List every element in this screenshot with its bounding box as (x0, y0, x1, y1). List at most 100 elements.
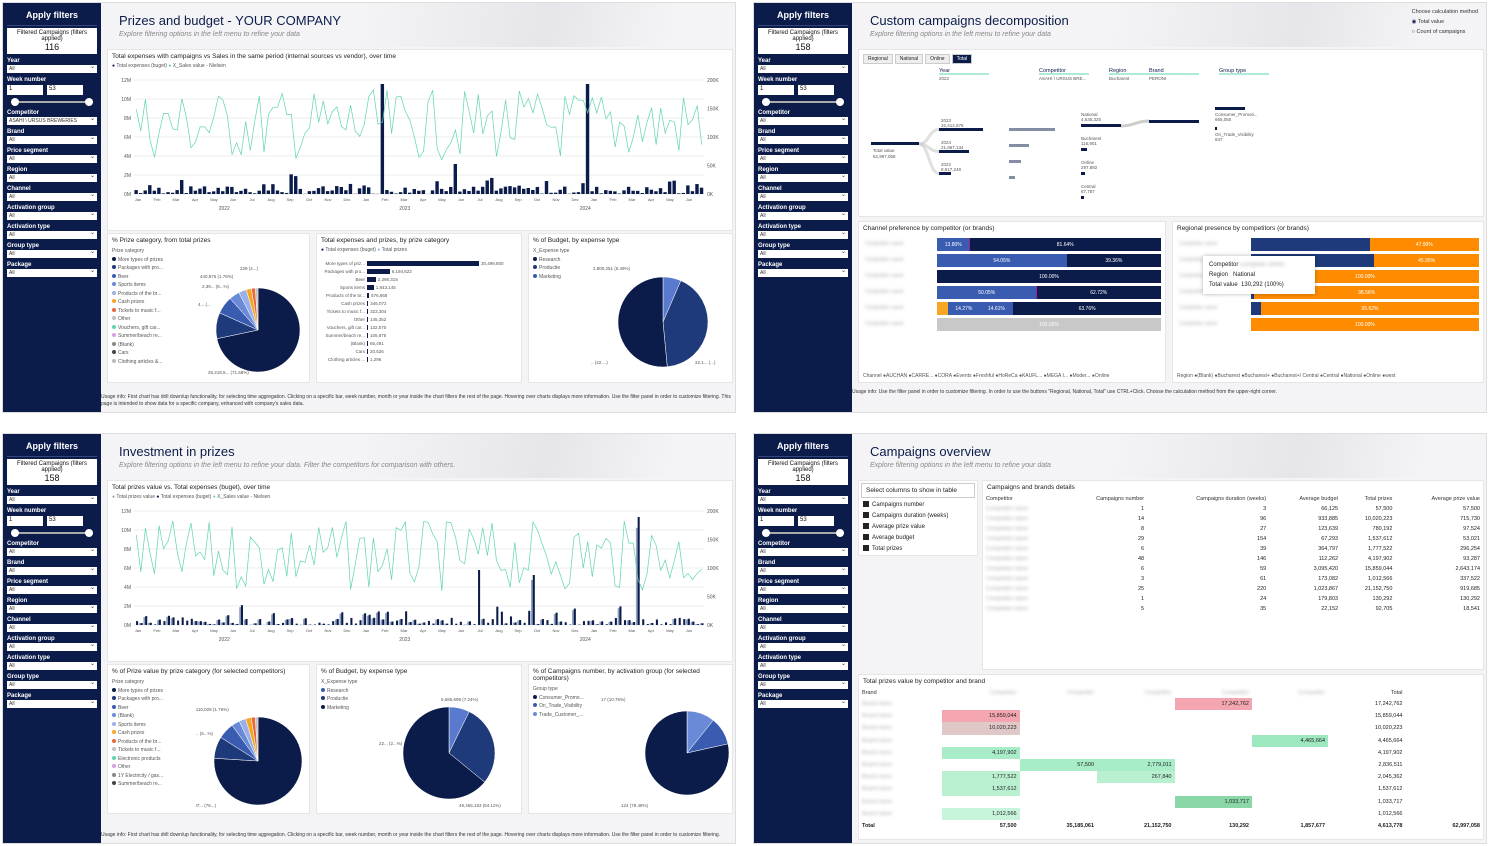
table-row[interactable]: Competitor name 48 146 112,262 4,197,902 93,2… (983, 554, 1483, 564)
bar-row[interactable]: Other 145,352 (317, 315, 521, 323)
bar-row[interactable]: Clothing articles ... 1,296 (317, 355, 521, 363)
brand-select[interactable]: All (7, 134, 97, 144)
legend-item[interactable]: 1Y Electricity / gas... (108, 772, 309, 781)
heatmap-row[interactable]: Brand name 57,500 2,779,011 2,836,511 (859, 758, 1483, 772)
legend-item[interactable]: Vouchers, gift car... (108, 324, 309, 333)
brand-select[interactable]: All (758, 134, 848, 144)
bar[interactable] (367, 276, 376, 282)
heatmap-col-header[interactable]: Competitor (1144, 690, 1172, 696)
legend-item[interactable]: Packages with pro... (108, 695, 309, 704)
bar[interactable] (367, 300, 369, 306)
prizes-heatmap-card[interactable]: Total prizes value by competitor and bra… (858, 674, 1484, 840)
bar-row[interactable]: Tickets to music f... 323,304 (317, 307, 521, 315)
stacked-segment[interactable] (937, 302, 949, 315)
legend-item[interactable]: Tickets to music f... (108, 746, 309, 755)
stacked-segment[interactable]: 81.64% (969, 238, 1161, 251)
table-row[interactable]: Competitor name 8 27 123,639 780,192 97,524 (983, 524, 1483, 534)
decomposition-tree[interactable]: Year 2022 Competitor ASAHI \ URSUS BRE... Re… (859, 66, 1484, 216)
group-type-select[interactable]: All (758, 679, 848, 689)
bar-row[interactable]: Summer/beach re... 105,875 (317, 331, 521, 339)
legend-item[interactable]: Beer (108, 704, 309, 713)
stacked-segment[interactable]: 95.62% (1260, 302, 1479, 315)
brand-select[interactable]: All (7, 565, 97, 575)
heatmap-row[interactable]: Brand name 17,242,762 17,242,762 (859, 698, 1483, 711)
year-select[interactable]: All (758, 63, 848, 73)
stacked-bar-row[interactable]: Competitor name 14.27% 14.61% 63.76% (865, 302, 1161, 315)
table-header[interactable]: Average budget (1299, 496, 1339, 502)
legend-item[interactable]: More types of prizes (108, 256, 309, 265)
bar[interactable] (367, 324, 368, 330)
year-select[interactable]: All (7, 494, 97, 504)
tab-online[interactable]: Online (925, 54, 950, 64)
column-checkbox[interactable]: Total prizes (859, 544, 977, 555)
column-selector[interactable]: Select columns to show in table Campaign… (858, 480, 978, 556)
channel-select[interactable]: All (758, 191, 848, 201)
column-checkbox[interactable]: Campaigns number (859, 500, 977, 511)
apply-filters-button[interactable]: Apply filters (7, 436, 97, 457)
stacked-bar-row[interactable]: Competitor name 50.05% 62.72% (865, 286, 1161, 299)
week-to-input[interactable]: 53 (798, 516, 834, 526)
bar-row[interactable]: Beer 2,398,315 (317, 275, 521, 283)
legend-item[interactable]: Tickets to music f... (108, 307, 309, 316)
stacked-segment[interactable]: 14.61% (979, 302, 1014, 315)
competitor-select[interactable]: ASAHI \ URSUS BREWERIES (7, 115, 97, 125)
legend-item[interactable]: Marketing (317, 704, 521, 713)
stacked-bar-row[interactable]: Competitor name 13.80% 81.64% (865, 238, 1161, 251)
legend-item[interactable]: Cash prizes (108, 298, 309, 307)
stacked-segment[interactable]: 100.00% (937, 270, 1161, 283)
legend-item[interactable]: On_Trade_Visibility (529, 702, 732, 711)
stacked-segment[interactable]: 100.00% (1251, 318, 1479, 331)
bar-row[interactable]: Cash prizes 346,072 (317, 299, 521, 307)
timeseries-svg[interactable]: 12M 10M 8M 6M 4M 2M 0M 200K 150K 100K 50K 0K Jan Feb M… (108, 505, 733, 655)
heatmap-row[interactable]: Brand name 1,033,717 1,033,717 (859, 795, 1483, 808)
table-header[interactable]: Total prizes (1364, 496, 1393, 502)
legend-item[interactable]: Products of the br... (108, 738, 309, 747)
budget-expense-pie-card[interactable]: % of Budget, by expense type X_Expense t… (528, 233, 733, 383)
week-from-input[interactable]: 1 (758, 516, 794, 526)
expense-type-pie[interactable]: 5,585,699 (7.24%) 22... (2...%) 49,465,153… (379, 689, 519, 809)
decomposition-tree-card[interactable]: Regional National Online Total Year 2022 C… (858, 49, 1484, 217)
heatmap-col-header[interactable]: Competitor (1067, 690, 1095, 696)
stacked-bar-row[interactable]: Competitor name 95.62% (1179, 302, 1479, 315)
bar[interactable] (367, 308, 369, 314)
legend-item[interactable]: Research (529, 256, 732, 265)
tab-regional[interactable]: Regional (863, 54, 893, 64)
prize-category-pie-card[interactable]: % Prize category, from total prizes Priz… (107, 233, 310, 383)
table-header[interactable]: Campaigns duration (weeks) (1196, 496, 1267, 502)
week-slider[interactable] (11, 98, 93, 106)
week-from-input[interactable]: 1 (758, 85, 794, 95)
brand-select[interactable]: All (758, 565, 848, 575)
bar-row[interactable]: Cars 20,526 (317, 347, 521, 355)
budget-expense-pie-card[interactable]: % of Budget, by expense type X_Expense t… (316, 664, 522, 814)
tab-national[interactable]: National (894, 54, 924, 64)
stacked-segment[interactable]: 14.27% (948, 302, 980, 315)
stacked-segment[interactable]: 62.72% (1036, 286, 1161, 299)
week-slider[interactable] (11, 529, 93, 537)
legend-item[interactable]: (Blank) (108, 341, 309, 350)
campaigns-details-table-card[interactable]: Campaigns and brands details Competitor C… (982, 480, 1484, 670)
group-type-select[interactable]: All (7, 248, 97, 258)
week-from-input[interactable]: 1 (7, 516, 43, 526)
legend-item[interactable]: Marketing (529, 273, 732, 282)
heatmap-row[interactable]: Brand name 1,537,612 1,537,612 (859, 783, 1483, 796)
bar-row[interactable]: Packages with pro... 6,194,522 (317, 267, 521, 275)
table-row[interactable]: Competitor name 25 220 1,023,867 21,152,750 9… (983, 584, 1483, 594)
stacked-segment[interactable]: 54.05% (937, 254, 1067, 267)
prize-category-bar-card[interactable]: Total expenses and prizes, by prize cate… (316, 233, 522, 383)
bar[interactable] (367, 348, 368, 354)
legend-item[interactable]: Packages with pro... (108, 264, 309, 273)
activation-group-select[interactable]: All (758, 210, 848, 220)
stacked-segment[interactable] (1251, 238, 1370, 251)
legend-item[interactable]: Summer/beach re... (108, 780, 309, 789)
bar-row[interactable]: More types of priz... 30,499,800 (317, 259, 521, 267)
bar[interactable] (367, 284, 374, 290)
legend-item[interactable]: (Blank) (108, 712, 309, 721)
stacked-bar-row[interactable]: Competitor name 47.99% (1179, 238, 1479, 251)
heatmap-row[interactable]: Brand name 4,197,902 4,197,902 (859, 746, 1483, 759)
legend-item[interactable]: Productie (317, 695, 521, 704)
table-row[interactable]: Competitor name 6 59 3,095,420 15,859,044 2,6… (983, 564, 1483, 574)
prize-value-pie[interactable]: 1,110,028 (1.76%) 4,16... (6...%) 47,97...… (196, 689, 306, 809)
prize-value-pie-card[interactable]: % of Prize value by prize category (for … (107, 664, 310, 814)
stacked-segment[interactable]: 63.76% (1013, 302, 1161, 315)
heatmap-row[interactable]: Brand name 1,012,566 1,012,566 (859, 807, 1483, 820)
